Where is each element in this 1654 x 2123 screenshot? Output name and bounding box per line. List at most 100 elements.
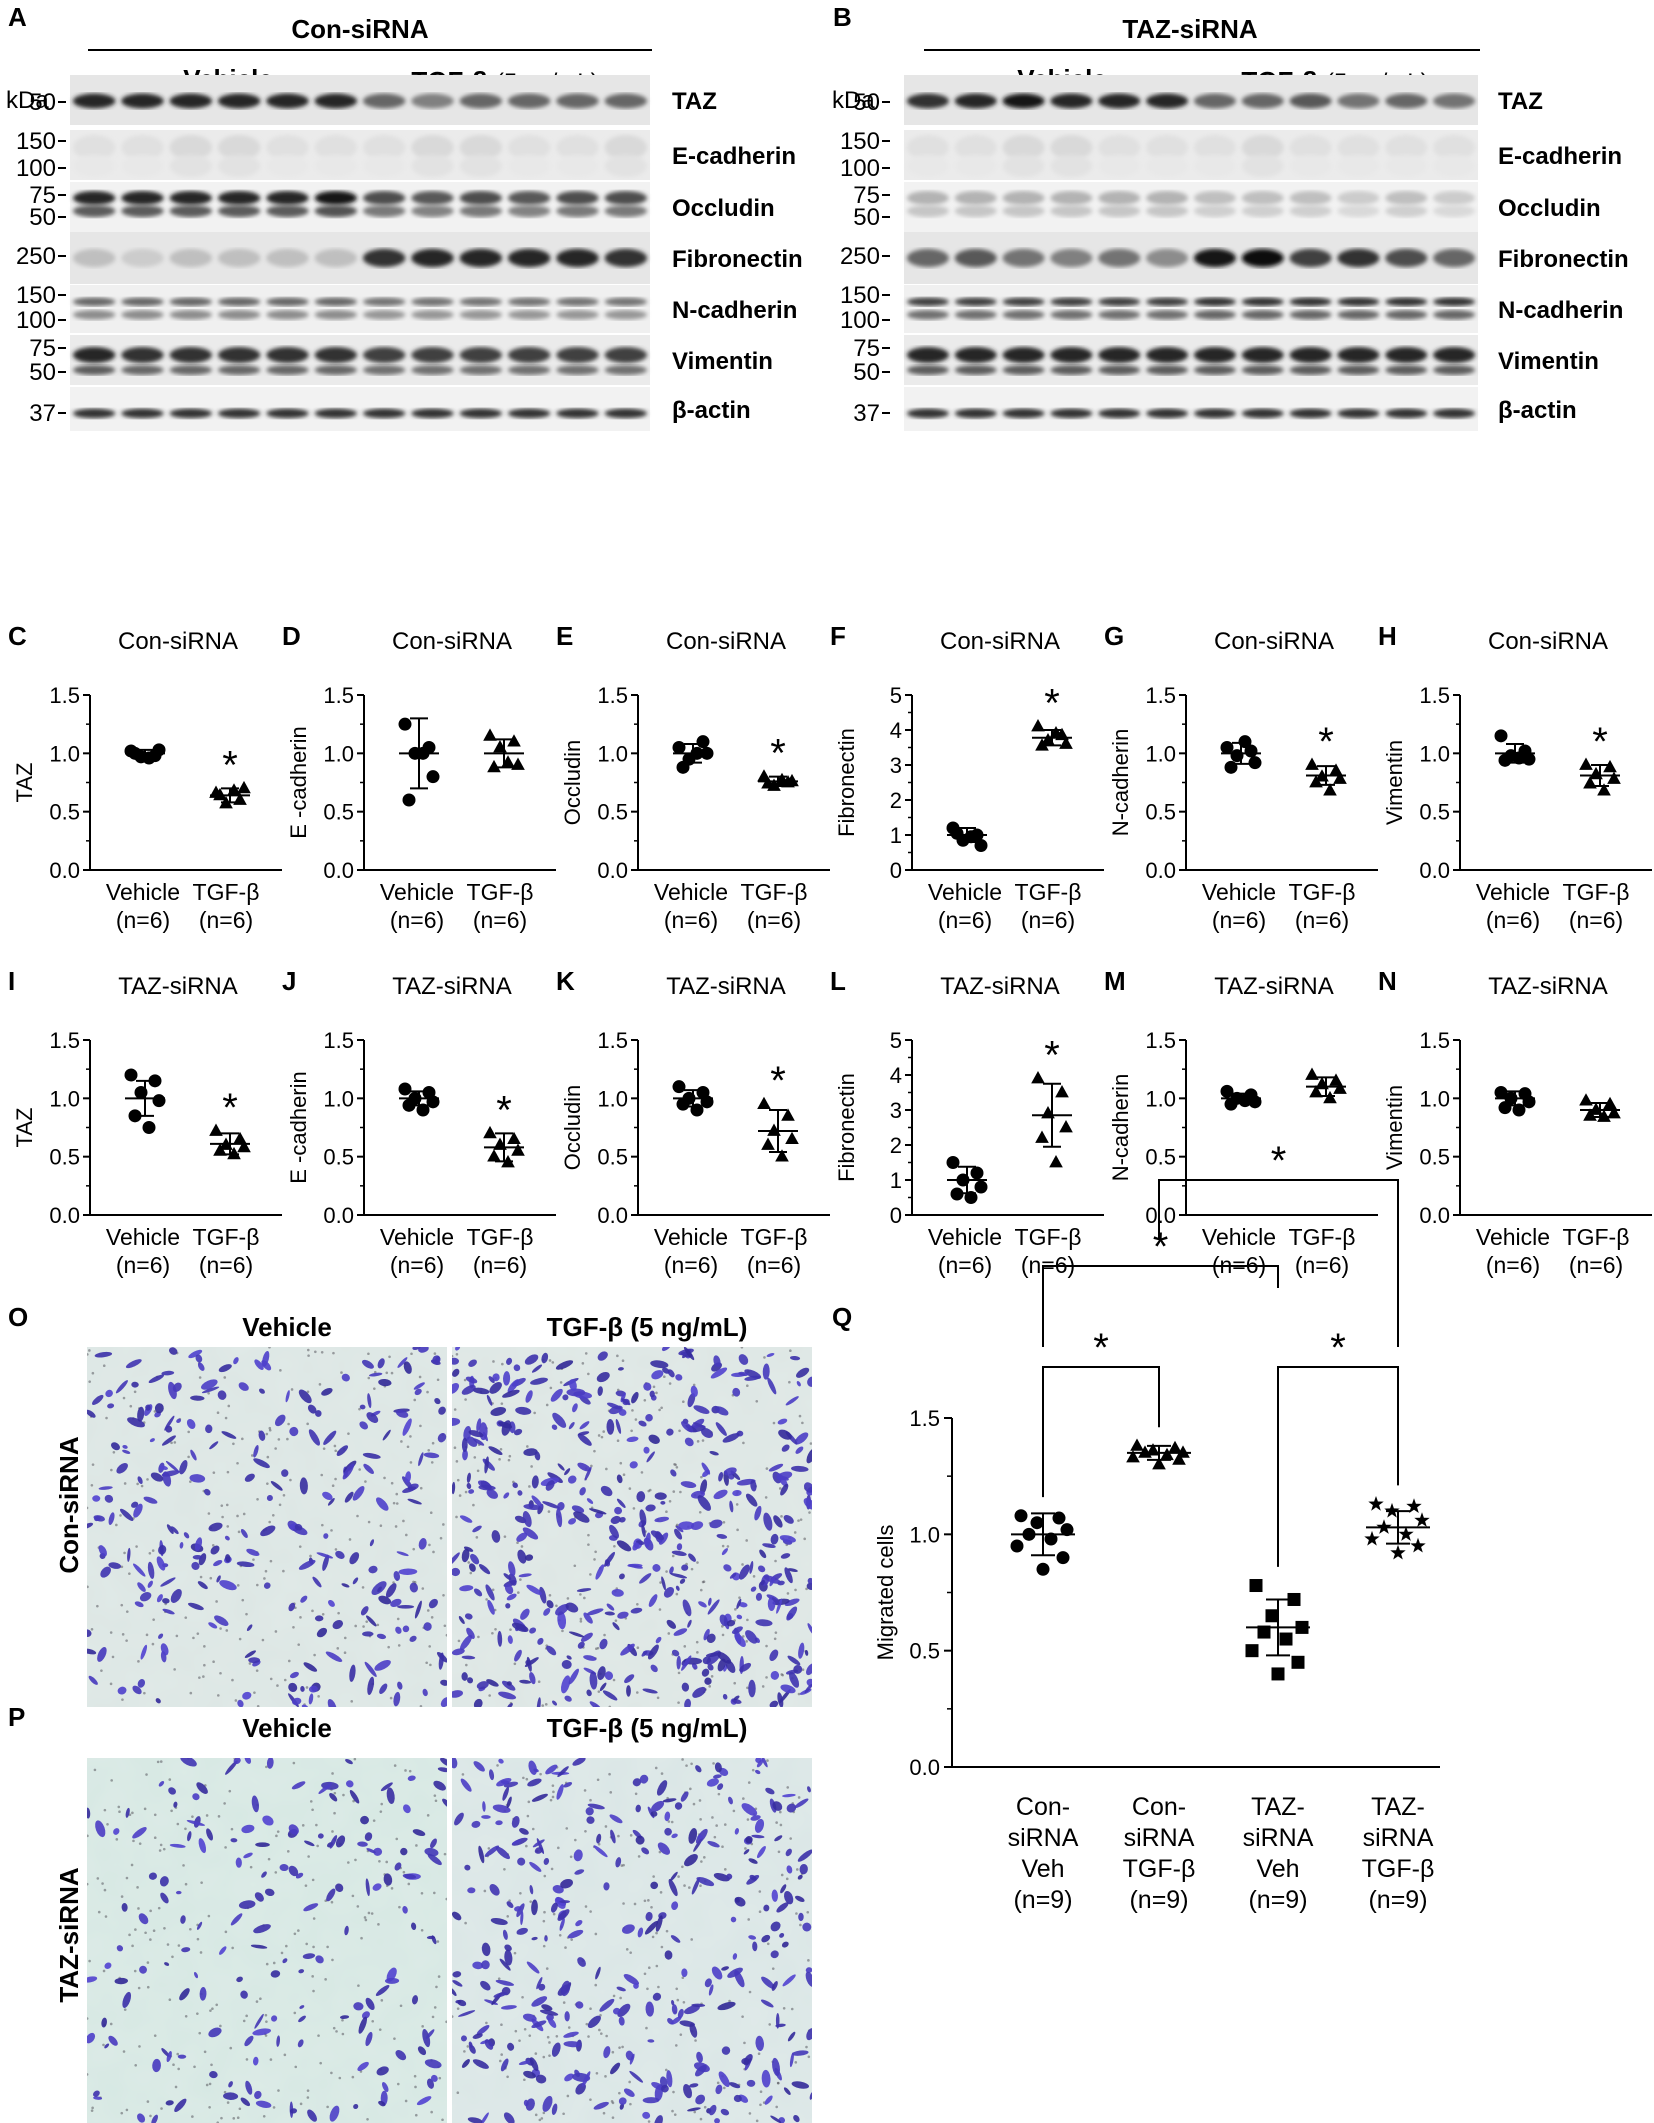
stained-cell: [581, 2071, 591, 2087]
stained-cell: [531, 1495, 543, 1508]
membrane-pore: [555, 1604, 558, 1608]
membrane-pore: [622, 1863, 625, 1867]
blot-band: [507, 154, 551, 178]
membrane-pore: [747, 1781, 751, 1784]
membrane-pore: [589, 1798, 592, 1802]
membrane-pore: [378, 1859, 381, 1863]
stained-cell: [221, 1431, 237, 1439]
data-point-square: [1287, 1592, 1301, 1606]
membrane-pore: [268, 1520, 271, 1524]
membrane-pore: [715, 1824, 718, 1827]
membrane-pore: [659, 1891, 663, 1894]
panel-label: N: [1378, 966, 1397, 996]
band-label: Vimentin: [1498, 348, 1599, 375]
membrane-pore: [590, 1464, 593, 1468]
stained-cell: [115, 1380, 128, 1394]
blot-band: [556, 408, 599, 419]
membrane-pore: [395, 1502, 399, 1505]
stained-cell: [425, 2029, 435, 2039]
stained-cell: [769, 1700, 779, 1707]
membrane-pore: [548, 2054, 551, 2057]
stained-cell: [457, 1999, 467, 2007]
stained-cell: [125, 1807, 130, 1818]
stained-cell: [289, 1426, 299, 1437]
stained-cell: [266, 1758, 274, 1769]
stained-cell: [452, 1690, 464, 1698]
blot-band: [1098, 154, 1141, 178]
membrane-pore: [187, 1455, 190, 1459]
membrane-pore: [261, 1638, 265, 1642]
stained-cell: [93, 2096, 103, 2100]
membrane-pore: [130, 1863, 134, 1867]
stained-cell: [535, 2074, 547, 2084]
stained-cell: [517, 1857, 526, 1866]
blot-band: [1050, 154, 1093, 178]
membrane-pore: [763, 1356, 766, 1359]
membrane-pore: [692, 1383, 696, 1387]
band-label: Occludin: [672, 195, 775, 222]
stained-cell: [252, 2028, 272, 2036]
blot-band: [604, 154, 648, 178]
stained-cell: [596, 1371, 610, 1383]
data-point-star: [1364, 1530, 1380, 1546]
membrane-pore: [456, 2007, 460, 2010]
stained-cell: [506, 1357, 513, 1365]
stained-cell: [514, 1649, 522, 1662]
membrane-pore: [343, 1636, 347, 1640]
membrane-pore: [187, 1430, 190, 1434]
stained-cell: [707, 1599, 720, 1615]
stained-cell: [205, 1424, 213, 1434]
membrane-pore: [799, 1923, 802, 1927]
membrane-pore: [118, 1810, 121, 1814]
stained-cell: [161, 2048, 170, 2057]
blot-band: [362, 191, 406, 205]
chart-title: Con-siRNA: [1214, 628, 1334, 655]
blot-band: [1433, 154, 1476, 178]
membrane-pore: [223, 2090, 227, 2094]
stained-cell: [683, 2083, 693, 2099]
membrane-pore: [565, 1827, 569, 1830]
data-point-circle: [1522, 752, 1536, 766]
stained-cell: [225, 1554, 231, 1563]
blot-band: [362, 347, 406, 363]
membrane-pore: [603, 1633, 606, 1637]
stained-cell: [145, 1404, 151, 1411]
stained-cell: [776, 1598, 783, 1614]
membrane-pore: [299, 2102, 303, 2106]
membrane-pore: [703, 1856, 706, 1859]
membrane-pore: [152, 1929, 156, 1933]
blot-band: [1385, 309, 1428, 320]
stained-cell: [638, 1420, 647, 1427]
blot-band: [1193, 408, 1236, 419]
membrane-pore: [241, 1598, 245, 1602]
blot-band: [459, 135, 503, 160]
stained-cell: [767, 1377, 777, 1395]
blot-band: [1385, 408, 1428, 419]
blot-band: [217, 154, 261, 178]
blot-band: [217, 204, 261, 218]
stained-cell: [137, 1476, 143, 1485]
blot-band: [1289, 365, 1332, 375]
stained-cell: [352, 1486, 365, 1501]
stained-cell: [476, 1681, 489, 1690]
scatter-panel-f: F Con-siRNA012345Fibronectin*Vehicle(n=6)…: [830, 621, 1104, 933]
membrane-pore: [711, 1816, 714, 1819]
y-tick-label: 0.0: [1145, 858, 1176, 883]
stained-cell: [651, 1800, 665, 1812]
blot-band: [459, 309, 503, 320]
y-axis-label: N-cadherin: [1108, 729, 1133, 837]
membrane-pore: [415, 1844, 418, 1847]
data-point-circle: [676, 760, 690, 774]
blot-left-title: Con-siRNA: [291, 14, 428, 44]
stained-cell: [734, 1828, 740, 1835]
stained-cell: [688, 1553, 696, 1562]
stained-cell: [802, 1922, 812, 1932]
membrane-pore: [667, 1820, 671, 1823]
membrane-pore: [341, 2032, 345, 2036]
stained-cell: [485, 1584, 495, 1601]
stained-cell: [376, 2066, 389, 2076]
membrane-pore: [443, 1624, 447, 1628]
stained-cell: [780, 1684, 796, 1694]
stained-cell: [87, 1976, 98, 1983]
stained-cell: [502, 1389, 520, 1398]
